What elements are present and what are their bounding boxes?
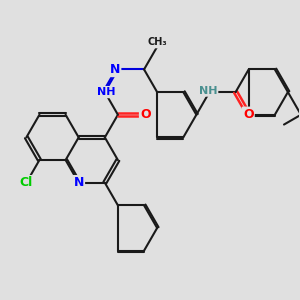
- Text: CH₃: CH₃: [147, 37, 167, 47]
- Text: O: O: [243, 108, 254, 121]
- Text: O: O: [140, 108, 151, 121]
- Text: NH: NH: [199, 85, 217, 96]
- Text: N: N: [74, 176, 84, 189]
- Text: NH: NH: [97, 87, 116, 97]
- Text: N: N: [110, 63, 120, 76]
- Text: Cl: Cl: [20, 176, 33, 189]
